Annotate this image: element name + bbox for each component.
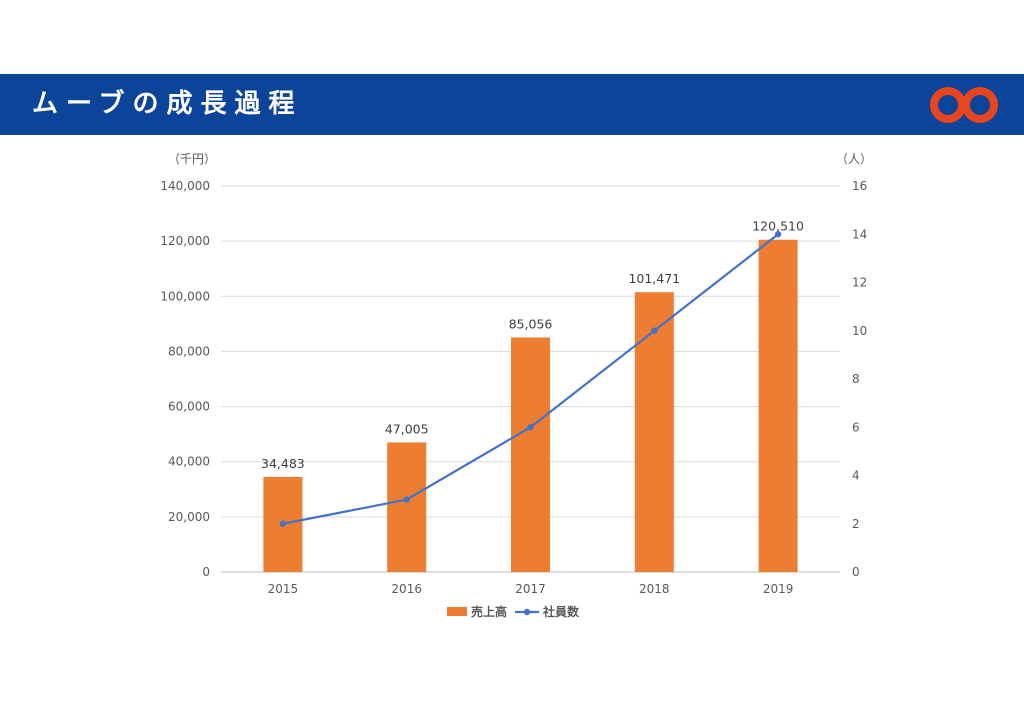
legend-label-sales: 売上高 [471, 604, 507, 619]
bar-data-label: 120,510 [752, 219, 804, 234]
page-title: ムーブの成長過程 [32, 89, 303, 119]
line-point-employees [527, 424, 534, 431]
y-left-tick-label: 140,000 [160, 179, 210, 193]
combo-chart: 0 20,000 40,000 60,000 80,000 100,000 120,000 1… [160, 152, 872, 619]
y-left-unit-label: （千円） [168, 152, 216, 166]
x-tick-label: 2017 [515, 582, 546, 596]
x-tick-label: 2015 [268, 582, 299, 596]
bar-data-label: 47,005 [385, 421, 429, 436]
bar-sales [758, 239, 798, 572]
line-point-employees [403, 496, 410, 503]
bar-data-label: 101,471 [628, 271, 680, 286]
legend-marker-employees [523, 608, 531, 616]
legend-swatch-sales [447, 607, 467, 616]
bar-sales [634, 292, 674, 572]
y-right-tick-label: 4 [852, 469, 860, 483]
y-left-tick-label: 40,000 [168, 455, 210, 469]
legend-label-employees: 社員数 [542, 604, 580, 619]
y-left-tick-label: 100,000 [160, 289, 210, 303]
bar-sales [511, 337, 550, 572]
y-right-tick-label: 14 [852, 227, 867, 241]
x-tick-label: 2016 [391, 582, 422, 596]
x-tick-label: 2019 [763, 582, 794, 596]
y-right-tick-label: 10 [852, 324, 867, 338]
y-left-tick-label: 60,000 [168, 400, 210, 414]
y-right-tick-label: 16 [852, 179, 867, 193]
bar-sales [387, 442, 427, 572]
line-point-employees [651, 327, 658, 334]
infinity-logo-icon [930, 87, 998, 123]
bar-data-label: 85,056 [509, 316, 553, 331]
line-point-employees [774, 231, 782, 238]
y-right-tick-label: 6 [852, 420, 860, 434]
header-banner: ムーブの成長過程 [0, 74, 1024, 135]
y-left-tick-label: 120,000 [160, 234, 210, 248]
y-right-tick-label: 2 [852, 517, 860, 531]
y-left-tick-label: 80,000 [168, 344, 210, 358]
y-right-unit-label: （人） [836, 152, 872, 166]
y-right-tick-label: 0 [852, 565, 860, 579]
y-right-tick-label: 12 [852, 276, 867, 290]
x-tick-label: 2018 [639, 582, 670, 596]
y-left-tick-label: 20,000 [168, 510, 210, 524]
bar-data-label: 34,483 [261, 456, 305, 471]
y-left-tick-label: 0 [202, 565, 210, 579]
y-right-tick-label: 8 [852, 372, 860, 386]
line-point-employees [279, 520, 287, 527]
